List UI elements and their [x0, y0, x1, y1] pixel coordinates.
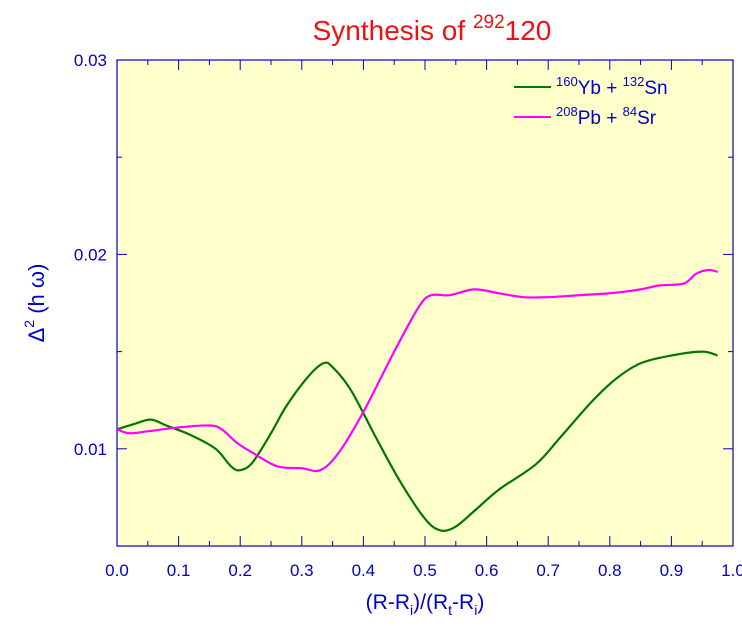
- x-tick-label: 0.2: [228, 561, 252, 580]
- x-tick-label: 0.0: [105, 561, 129, 580]
- y-tick-labels: 0.01 0.02 0.03: [74, 51, 107, 459]
- x-tick-label: 0.7: [536, 561, 560, 580]
- series-line-pb-sr: [116, 268, 718, 473]
- x-tick-label: 0.5: [413, 561, 437, 580]
- legend-label-yb-sn: 160Yb + 132Sn: [556, 74, 668, 99]
- x-tick-label: 1.0: [721, 561, 742, 580]
- legend-label-pb-sr: 208Pb + 84Sr: [556, 104, 657, 129]
- x-tick-label: 0.6: [475, 561, 499, 580]
- x-tick-label: 0.3: [290, 561, 314, 580]
- series-lines: [116, 268, 718, 532]
- axis-ticks: [116, 59, 734, 547]
- legend: 160Yb + 132Sn 208Pb + 84Sr: [514, 74, 668, 129]
- x-axis-title: (R-Ri)/(Rt-Ri): [366, 591, 485, 618]
- plot-area: [116, 59, 734, 547]
- y-tick-label: 0.03: [74, 51, 107, 70]
- y-tick-label: 0.01: [74, 440, 107, 459]
- x-tick-label: 0.4: [352, 561, 376, 580]
- x-tick-label: 0.8: [598, 561, 622, 580]
- chart-title: Synthesis of 292120: [313, 12, 552, 46]
- x-tick-labels: 0.0 0.1 0.2 0.3 0.4 0.5 0.6 0.7 0.8 0.9 1.0: [105, 561, 742, 580]
- y-axis-title: Δ2 (h ω): [21, 264, 49, 343]
- x-tick-label: 0.1: [167, 561, 191, 580]
- y-tick-label: 0.02: [74, 245, 107, 264]
- x-tick-label: 0.9: [660, 561, 684, 580]
